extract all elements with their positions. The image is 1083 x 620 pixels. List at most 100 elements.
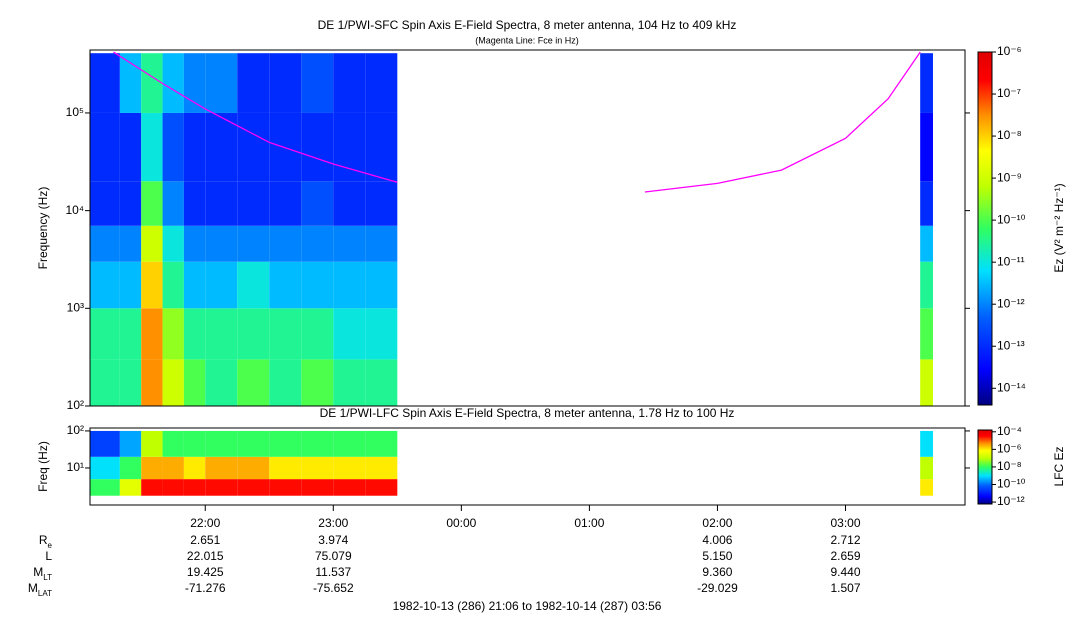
heatmap-cell bbox=[333, 456, 366, 480]
heatmap-cell bbox=[920, 430, 933, 457]
heatmap-cell bbox=[333, 359, 366, 406]
ephemeris-label-sub: LT bbox=[43, 573, 52, 582]
heatmap-cell bbox=[269, 53, 302, 113]
heatmap-cell bbox=[183, 181, 206, 226]
colorbar-tick-label: 10⁻¹¹ bbox=[997, 254, 1025, 268]
ephemeris-value: 2.659 bbox=[830, 549, 860, 563]
heatmap-cell bbox=[237, 225, 270, 262]
colorbar-tick-label: 10⁻¹³ bbox=[997, 338, 1025, 352]
heatmap-cell bbox=[119, 181, 142, 226]
heatmap-cell bbox=[237, 359, 270, 406]
heatmap-cell bbox=[301, 456, 334, 480]
y-tick-label: 10² bbox=[67, 398, 84, 412]
heatmap-cell bbox=[365, 430, 398, 457]
heatmap-cell bbox=[365, 479, 398, 496]
colorbar-label: LFC Ez bbox=[1052, 446, 1066, 486]
ephemeris-value: -71.276 bbox=[185, 581, 226, 595]
heatmap-cell bbox=[90, 430, 120, 457]
ephemeris-value: 4.006 bbox=[702, 533, 732, 547]
heatmap-cell bbox=[237, 308, 270, 360]
colorbar-tick-label: 10⁻⁶ bbox=[997, 44, 1022, 58]
colorbar-tick-label: 10⁻¹⁰ bbox=[997, 477, 1026, 491]
heatmap-cell bbox=[237, 181, 270, 226]
ephemeris-value: 1.507 bbox=[830, 581, 860, 595]
heatmap-cell bbox=[365, 225, 398, 262]
heatmap-cell bbox=[269, 225, 302, 262]
heatmap-cell bbox=[301, 261, 334, 309]
plot-frame bbox=[89, 427, 966, 506]
heatmap-cell bbox=[365, 181, 398, 226]
heatmap-cell bbox=[90, 479, 120, 496]
ephemeris-label-main: M bbox=[33, 565, 43, 579]
heatmap-cell bbox=[237, 456, 270, 480]
heatmap-cell bbox=[90, 53, 120, 113]
heatmap-cell bbox=[920, 112, 933, 182]
heatmap-cell bbox=[119, 359, 142, 406]
heatmap-cell bbox=[333, 181, 366, 226]
colorbar bbox=[977, 51, 993, 406]
heatmap-cell bbox=[365, 456, 398, 480]
heatmap-cell bbox=[162, 479, 184, 496]
heatmap-cell bbox=[183, 261, 206, 309]
colorbar-label: Ez (V² m⁻² Hz⁻¹) bbox=[1052, 183, 1066, 272]
x-tick-label: 22:00 bbox=[190, 516, 220, 530]
x-tick-label: 23:00 bbox=[318, 516, 348, 530]
heatmap-cell bbox=[301, 359, 334, 406]
ephemeris-value: 9.440 bbox=[830, 565, 860, 579]
colorbar-tick-label: 10⁻⁹ bbox=[997, 170, 1022, 184]
colorbar-tick-label: 10⁻⁴ bbox=[997, 424, 1022, 438]
heatmap-cell bbox=[365, 112, 398, 182]
heatmap-cell bbox=[119, 456, 142, 480]
heatmap-cell bbox=[269, 261, 302, 309]
heatmap-cell bbox=[301, 308, 334, 360]
ephemeris-value: 22.015 bbox=[187, 549, 224, 563]
heatmap-cell bbox=[90, 456, 120, 480]
heatmap-cell bbox=[205, 225, 238, 262]
y-tick-label: 10³ bbox=[67, 300, 84, 314]
heatmap-cell bbox=[920, 456, 933, 480]
heatmap-cell bbox=[269, 112, 302, 182]
ephemeris-value: -75.652 bbox=[313, 581, 354, 595]
heatmap-cell bbox=[141, 112, 163, 182]
colorbar-tick-label: 10⁻¹² bbox=[997, 296, 1025, 310]
heatmap-cell bbox=[90, 181, 120, 226]
heatmap-cell bbox=[920, 181, 933, 226]
heatmap-cell bbox=[333, 430, 366, 457]
heatmap-cell bbox=[90, 308, 120, 360]
heatmap-cell bbox=[183, 53, 206, 113]
heatmap-cell bbox=[920, 261, 933, 309]
heatmap-cell bbox=[162, 359, 184, 406]
heatmap-cell bbox=[333, 53, 366, 113]
heatmap-cell bbox=[162, 225, 184, 262]
ephemeris-value: 5.150 bbox=[702, 549, 732, 563]
heatmap-cell bbox=[162, 430, 184, 457]
heatmap-cell bbox=[301, 479, 334, 496]
heatmap-cell bbox=[141, 261, 163, 309]
heatmap-cell bbox=[141, 225, 163, 262]
heatmap-cell bbox=[205, 112, 238, 182]
heatmap-cell bbox=[205, 430, 238, 457]
heatmap-cell bbox=[205, 308, 238, 360]
heatmap-cell bbox=[333, 112, 366, 182]
ephemeris-value: -29.029 bbox=[697, 581, 738, 595]
ephemeris-label-sub: e bbox=[48, 541, 53, 550]
heatmap-cell bbox=[141, 53, 163, 113]
colorbar-tick-label: 10⁻⁶ bbox=[997, 442, 1022, 456]
heatmap-cell bbox=[162, 112, 184, 182]
heatmap-cell bbox=[119, 225, 142, 262]
heatmap-cell bbox=[141, 308, 163, 360]
heatmap-cell bbox=[162, 308, 184, 360]
heatmap-cell bbox=[183, 359, 206, 406]
ephemeris-label: Re bbox=[39, 533, 53, 549]
y-axis-label: Freq (Hz) bbox=[36, 441, 50, 492]
ephemeris-value: 9.360 bbox=[702, 565, 732, 579]
heatmap-cell bbox=[301, 53, 334, 113]
heatmap-cell bbox=[920, 225, 933, 262]
heatmap-cell bbox=[141, 359, 163, 406]
heatmap-cell bbox=[90, 112, 120, 182]
heatmap-cell bbox=[333, 308, 366, 360]
heatmap-cell bbox=[162, 181, 184, 226]
y-tick-label: 10² bbox=[67, 423, 84, 437]
colorbar-tick-label: 10⁻¹⁴ bbox=[997, 380, 1026, 394]
colorbar-tick-label: 10⁻¹⁰ bbox=[997, 212, 1026, 226]
